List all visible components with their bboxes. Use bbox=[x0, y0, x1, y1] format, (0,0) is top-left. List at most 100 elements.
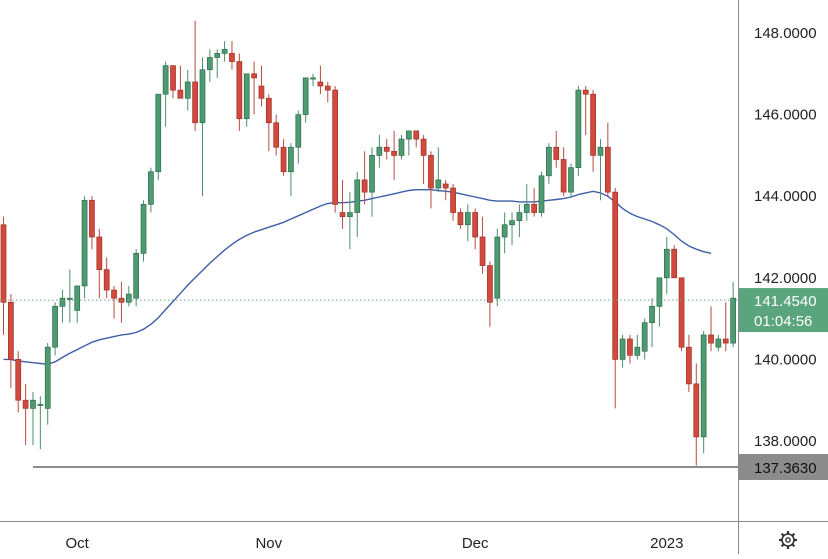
candle-body bbox=[339, 212, 346, 217]
candle bbox=[634, 334, 641, 360]
x-tick-label: 2023 bbox=[650, 535, 683, 552]
settings-gear-icon[interactable] bbox=[779, 531, 797, 549]
candle bbox=[89, 196, 95, 250]
bar-countdown-label: 01:04:56 bbox=[754, 313, 812, 330]
candle-body bbox=[487, 265, 493, 303]
candle-body bbox=[619, 338, 626, 360]
candle-body bbox=[280, 146, 287, 173]
candle bbox=[148, 167, 154, 213]
candle bbox=[347, 192, 353, 250]
candle-body bbox=[302, 77, 309, 115]
candle bbox=[162, 61, 169, 127]
support-price-tag-bg bbox=[739, 453, 828, 480]
candle bbox=[236, 53, 243, 131]
candle bbox=[369, 147, 375, 217]
candle bbox=[722, 302, 729, 352]
candle-body bbox=[236, 61, 243, 120]
candle-body bbox=[538, 175, 545, 213]
candle-body bbox=[641, 322, 648, 352]
candle bbox=[74, 285, 81, 323]
candle bbox=[30, 392, 36, 446]
candle bbox=[81, 196, 88, 299]
candle bbox=[686, 334, 692, 393]
candle bbox=[265, 94, 272, 152]
candle bbox=[708, 306, 714, 352]
candle-body bbox=[420, 138, 427, 156]
candle-body bbox=[133, 252, 140, 299]
current-price-tag-bg bbox=[739, 288, 828, 333]
candle bbox=[582, 86, 589, 135]
candle-body bbox=[376, 146, 383, 156]
candle-body bbox=[140, 204, 147, 254]
candle bbox=[383, 139, 390, 160]
candle bbox=[22, 383, 29, 446]
candle-body bbox=[494, 236, 501, 299]
candle-body bbox=[8, 301, 14, 360]
candle-body bbox=[457, 212, 464, 226]
candle-body bbox=[66, 297, 73, 300]
candle-body bbox=[288, 146, 294, 173]
candle-body bbox=[582, 89, 589, 95]
candle bbox=[457, 208, 464, 229]
candle-body bbox=[391, 150, 397, 156]
candle bbox=[125, 285, 132, 307]
candle-body bbox=[546, 146, 552, 177]
candle bbox=[523, 183, 530, 221]
candle-body bbox=[472, 212, 479, 238]
candle-body bbox=[715, 338, 722, 348]
candle-body bbox=[295, 114, 302, 148]
candle bbox=[339, 179, 346, 229]
candle bbox=[649, 298, 655, 348]
candle-body bbox=[383, 146, 390, 152]
candle bbox=[612, 188, 619, 409]
candle-body bbox=[265, 97, 272, 124]
candle-body bbox=[81, 199, 88, 287]
candle-body bbox=[37, 403, 44, 406]
candle bbox=[317, 65, 324, 95]
candle-body bbox=[354, 179, 361, 213]
candle-body bbox=[686, 346, 692, 385]
candle bbox=[96, 228, 103, 299]
candle bbox=[575, 86, 582, 176]
candle-body bbox=[273, 122, 280, 148]
candle-body bbox=[177, 89, 184, 99]
candle bbox=[730, 281, 736, 348]
support-price-tag: 137.3630 bbox=[739, 453, 828, 480]
candle-body bbox=[627, 338, 633, 356]
candle bbox=[221, 41, 228, 62]
y-tick-label: 138.0000 bbox=[754, 433, 817, 450]
candle bbox=[590, 90, 596, 172]
candle-body bbox=[111, 289, 117, 299]
candle bbox=[133, 249, 140, 307]
candle bbox=[568, 163, 574, 197]
y-tick-label: 144.0000 bbox=[754, 188, 817, 205]
candle-body bbox=[678, 277, 685, 348]
candle-body bbox=[442, 183, 449, 189]
candle bbox=[509, 212, 515, 246]
candle-body bbox=[199, 69, 206, 124]
candle bbox=[184, 69, 191, 111]
candle bbox=[170, 65, 176, 99]
candle bbox=[310, 73, 316, 87]
candle bbox=[332, 86, 338, 213]
candle bbox=[258, 65, 265, 107]
candle bbox=[103, 257, 110, 299]
y-tick-label: 146.0000 bbox=[754, 107, 817, 124]
candle-body bbox=[347, 212, 353, 217]
candle bbox=[243, 73, 250, 127]
candle bbox=[8, 294, 14, 388]
candle-body bbox=[722, 338, 729, 344]
candle-body bbox=[464, 212, 471, 226]
candle bbox=[560, 147, 567, 197]
candle-body bbox=[450, 187, 456, 213]
candle-body bbox=[671, 248, 678, 279]
x-tick-label: Nov bbox=[255, 535, 282, 552]
candle bbox=[66, 269, 73, 323]
candle-body bbox=[575, 89, 582, 168]
candle-body bbox=[553, 146, 560, 160]
candle-body bbox=[192, 81, 198, 124]
candle bbox=[0, 216, 7, 335]
current-price-tag: 141.4540 01:04:56 bbox=[739, 288, 828, 333]
